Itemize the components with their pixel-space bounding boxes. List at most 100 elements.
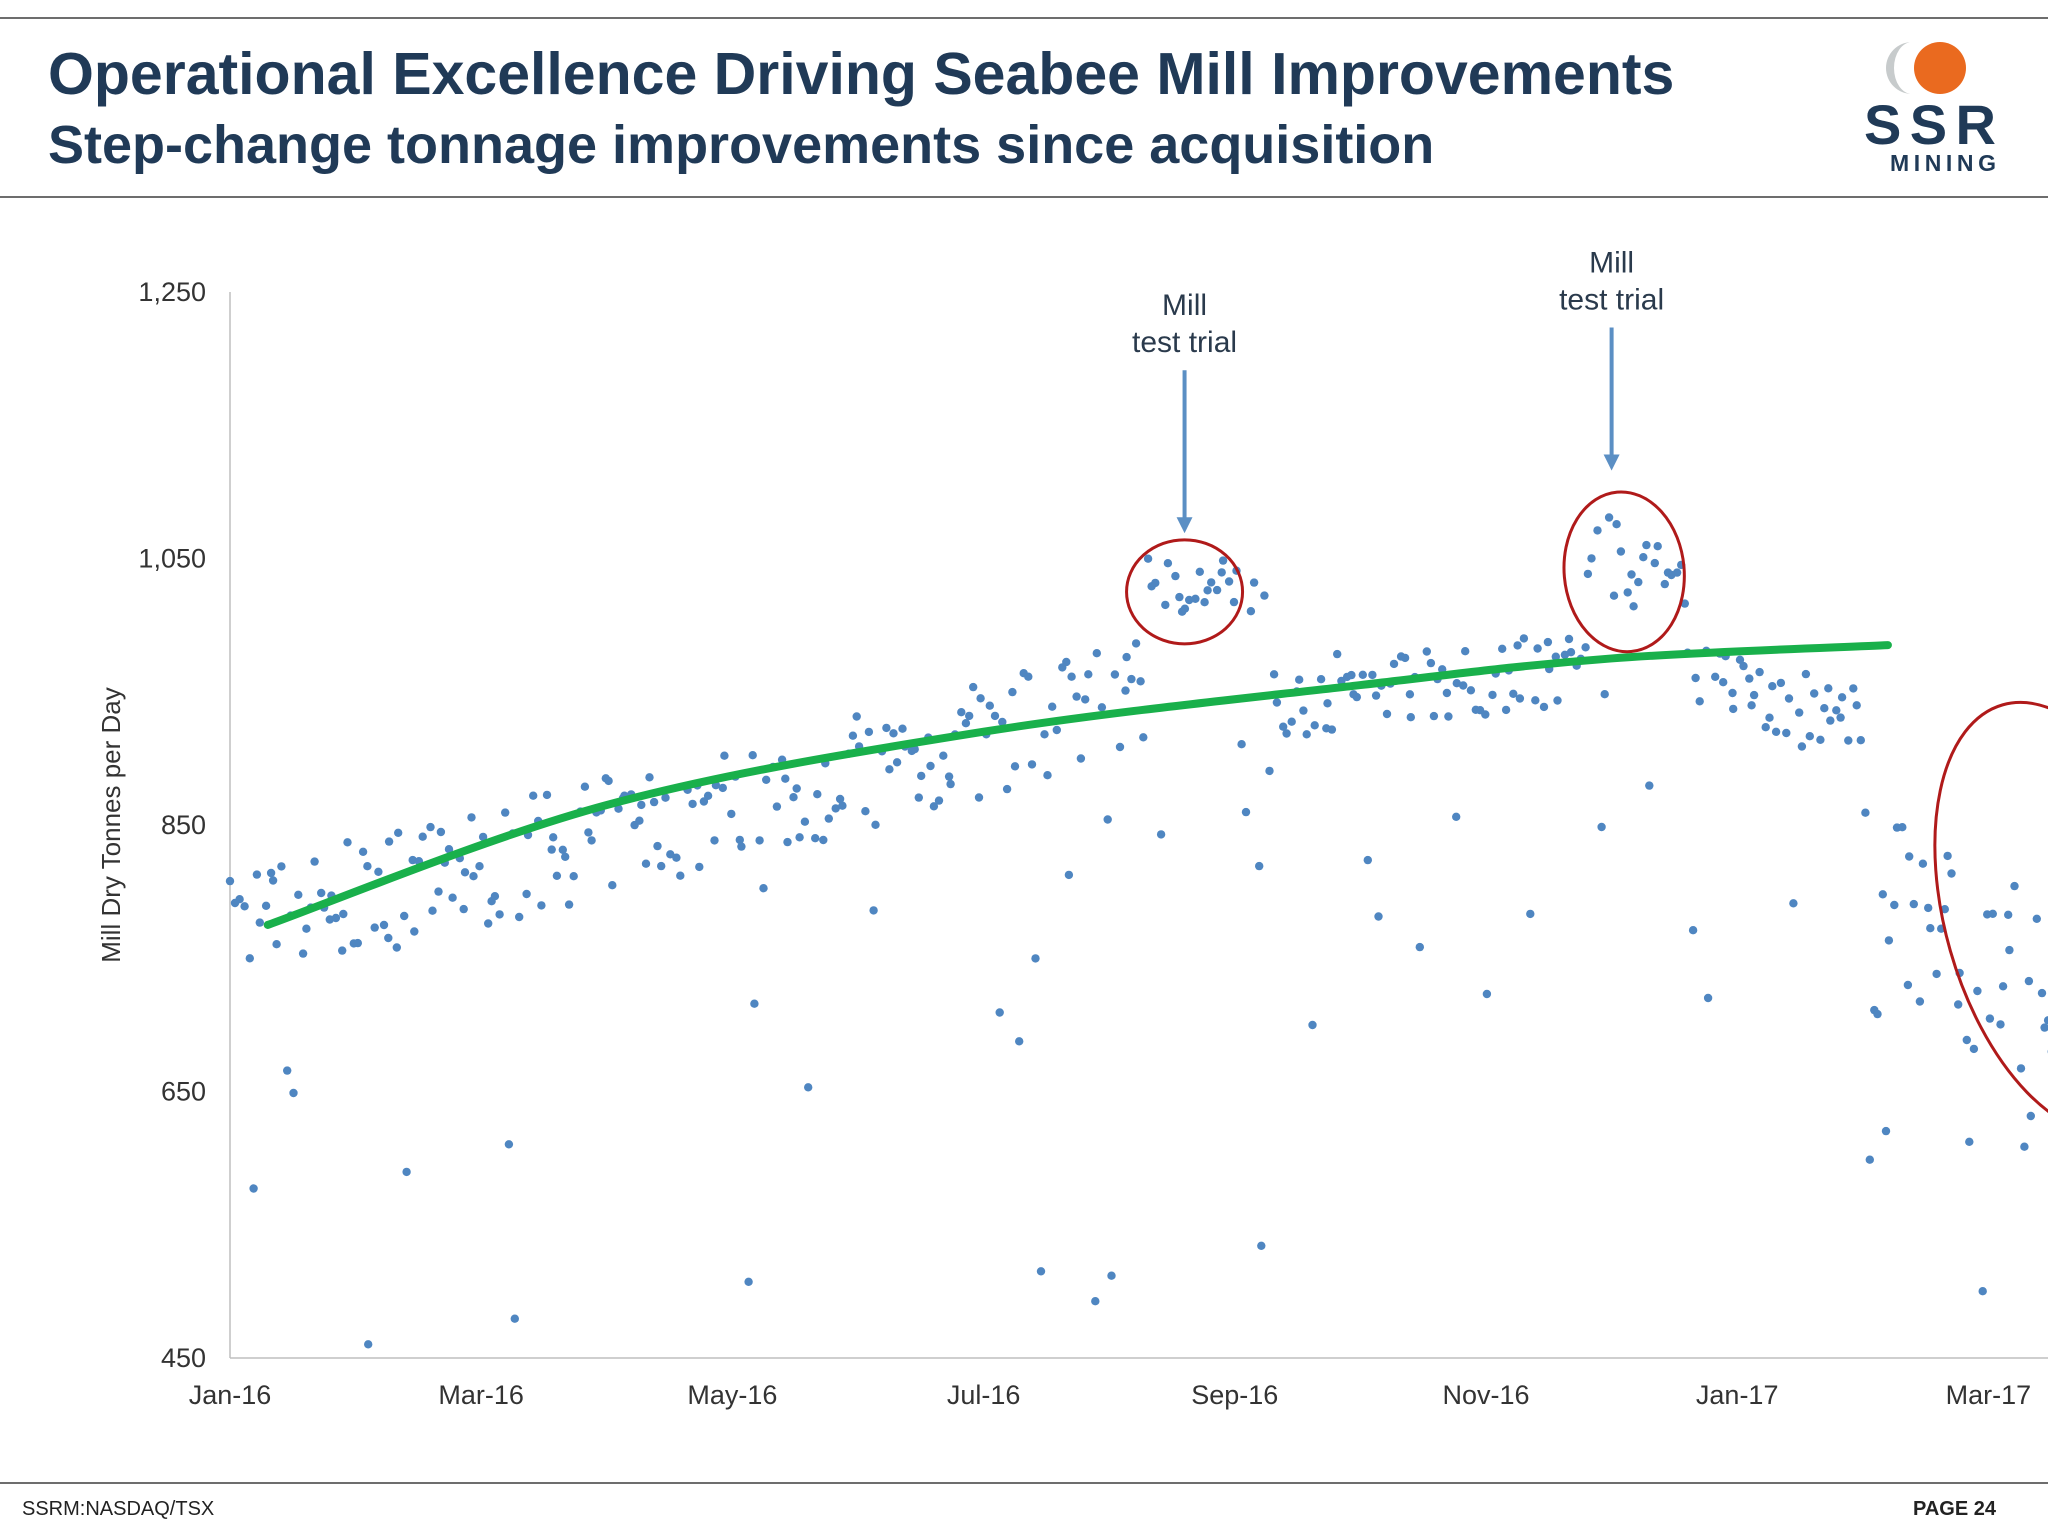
data-point — [1587, 554, 1596, 563]
data-point — [504, 1140, 514, 1149]
data-point — [1905, 852, 1914, 861]
data-point — [392, 943, 401, 952]
data-point — [1269, 670, 1279, 679]
data-point — [892, 758, 902, 767]
data-point — [735, 835, 744, 845]
data-point — [1400, 653, 1410, 663]
page-number: PAGE 24 — [1913, 1498, 1996, 1520]
data-point — [869, 906, 878, 915]
data-point — [537, 901, 546, 910]
data-point — [1768, 682, 1777, 691]
data-point — [1299, 706, 1308, 715]
data-point — [1382, 709, 1392, 719]
data-point — [1031, 954, 1040, 963]
data-point — [1509, 689, 1518, 698]
data-point — [1405, 690, 1415, 699]
data-point — [410, 927, 419, 936]
logo-grey-crescent-icon — [1886, 42, 1912, 94]
data-point — [249, 1184, 258, 1193]
data-point — [255, 918, 264, 927]
data-point — [944, 772, 954, 781]
data-point — [848, 731, 858, 740]
data-point — [1121, 686, 1130, 695]
annotation-label: test trial — [1559, 284, 1664, 317]
data-point — [661, 793, 670, 802]
data-point — [561, 852, 570, 861]
data-point — [1171, 571, 1180, 581]
data-point — [804, 1083, 813, 1092]
data-point — [965, 711, 974, 721]
data-point — [1107, 1271, 1116, 1280]
data-point — [379, 920, 389, 930]
data-point — [1672, 568, 1682, 577]
trend-line — [263, 641, 1892, 929]
data-point — [547, 845, 556, 854]
data-point — [1526, 909, 1535, 919]
data-point — [434, 887, 443, 896]
data-point — [1067, 672, 1076, 681]
data-point — [1097, 703, 1107, 712]
data-point — [542, 790, 552, 800]
y-tick-label: 650 — [161, 1077, 206, 1107]
data-point — [1052, 725, 1062, 735]
data-point — [1156, 830, 1166, 839]
data-point — [1143, 554, 1153, 563]
data-point — [1551, 652, 1561, 661]
data-point — [1429, 711, 1439, 721]
data-point — [800, 817, 810, 826]
data-point — [1442, 688, 1452, 698]
data-point — [1729, 704, 1738, 714]
data-point — [1072, 692, 1081, 701]
data-point — [1583, 569, 1593, 579]
data-point — [1581, 643, 1590, 652]
data-point — [637, 800, 646, 810]
data-point — [1695, 697, 1704, 706]
data-point — [976, 694, 985, 703]
data-point — [1207, 578, 1216, 587]
data-point — [789, 793, 798, 802]
highlight-ellipse — [1125, 538, 1245, 646]
data-point — [1747, 701, 1756, 710]
data-point — [235, 895, 244, 904]
data-point — [1653, 542, 1662, 551]
data-point — [2040, 1023, 2048, 1032]
data-point — [1287, 717, 1296, 726]
data-point — [1027, 760, 1037, 769]
x-tick-label: Jul-16 — [947, 1380, 1021, 1410]
data-point — [1352, 692, 1362, 702]
data-point — [1852, 701, 1861, 710]
highlight-ellipse — [1933, 700, 2048, 1136]
data-point — [1426, 658, 1436, 668]
data-point — [1015, 1037, 1024, 1046]
data-point — [1985, 1014, 1995, 1023]
footer-ticker: SSRM:NASDAQ/TSX — [22, 1498, 215, 1520]
data-point — [666, 850, 675, 859]
data-point — [1488, 690, 1497, 700]
data-point — [1237, 740, 1246, 749]
data-point — [1918, 859, 1928, 868]
data-point — [1969, 1044, 1979, 1054]
data-point — [1629, 602, 1638, 611]
data-point — [1203, 586, 1212, 595]
y-tick-label: 850 — [161, 810, 206, 840]
header-rule — [0, 196, 2048, 198]
data-point — [331, 913, 341, 923]
data-point — [645, 773, 654, 782]
data-point — [1660, 579, 1670, 589]
data-point — [484, 919, 493, 928]
data-point — [1389, 659, 1399, 669]
data-point — [225, 876, 235, 886]
data-point — [1255, 861, 1264, 871]
page-title: Operational Excellence Driving Seabee Mi… — [48, 41, 1675, 107]
data-point — [635, 816, 644, 825]
data-point — [1272, 698, 1282, 707]
data-point — [338, 946, 347, 955]
data-point — [1163, 559, 1173, 568]
data-point — [1543, 637, 1553, 647]
data-point — [1943, 851, 1952, 861]
data-point — [266, 868, 276, 878]
data-point — [811, 834, 820, 843]
data-point — [688, 799, 697, 809]
data-point — [1091, 1297, 1100, 1306]
